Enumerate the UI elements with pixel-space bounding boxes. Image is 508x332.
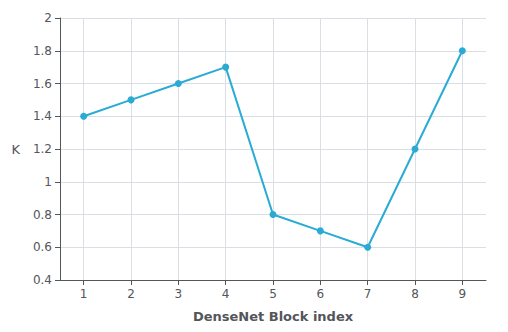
svg-text:1.2: 1.2 [33,142,52,156]
svg-text:2: 2 [127,287,135,301]
svg-text:0.8: 0.8 [33,208,52,222]
svg-text:1: 1 [44,175,52,189]
svg-text:0.6: 0.6 [33,240,52,254]
svg-text:1.4: 1.4 [33,109,52,123]
svg-text:7: 7 [364,287,372,301]
svg-text:1.6: 1.6 [33,77,52,91]
svg-text:9: 9 [459,287,467,301]
svg-text:4: 4 [222,287,230,301]
svg-text:8: 8 [411,287,419,301]
svg-text:DenseNet Block index: DenseNet Block index [193,309,354,324]
svg-text:1: 1 [80,287,88,301]
svg-text:2: 2 [44,11,52,25]
svg-text:3: 3 [175,287,183,301]
svg-text:0.4: 0.4 [33,273,52,287]
svg-text:5: 5 [269,287,277,301]
svg-text:K: K [11,142,20,157]
svg-text:1.8: 1.8 [33,44,52,58]
svg-text:6: 6 [317,287,325,301]
